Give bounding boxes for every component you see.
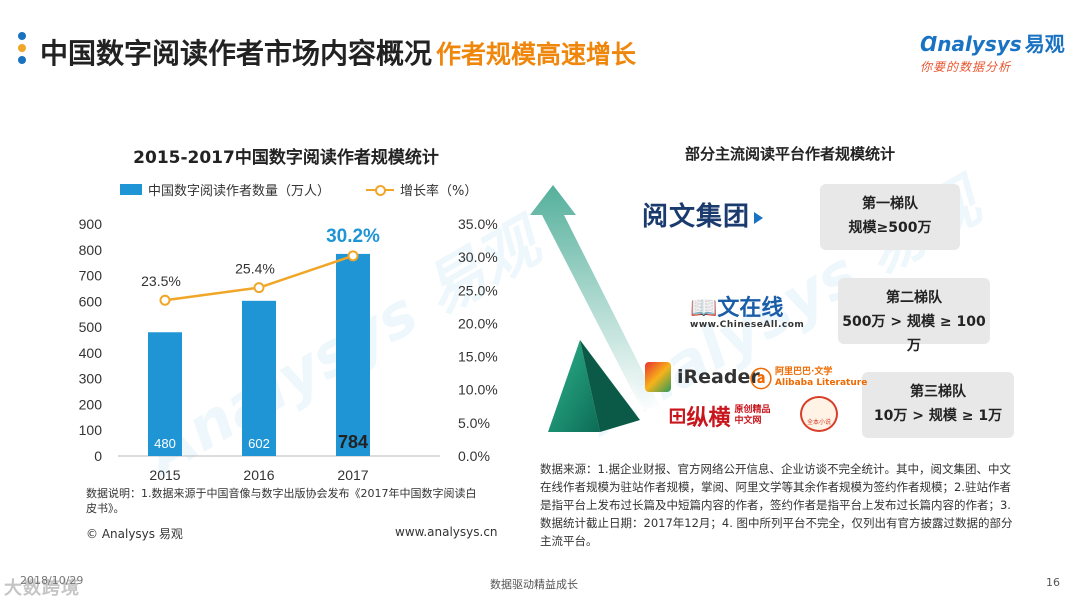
footer-date: 2018/10/29 xyxy=(20,574,84,587)
pyramid-graphic xyxy=(530,185,662,432)
data-source-note: 数据来源：1.据企业财报、官方网络公开信息、企业访谈不完全统计。其中，阅文集团、… xyxy=(540,462,1013,548)
chart-legend: 中国数字阅读作者数量（万人） 增长率（%） xyxy=(120,180,477,199)
growth-point xyxy=(253,282,265,294)
chart-title: 2015-2017中国数字阅读作者规模统计 xyxy=(133,148,439,168)
zongheng-sub1: 原创精品 xyxy=(734,405,771,415)
copyright: © Analysys 易观 xyxy=(86,527,183,541)
x-tick-label: 2016 xyxy=(243,467,274,483)
ireader-logo: iReader xyxy=(645,362,760,392)
flag-icon xyxy=(754,211,764,224)
app-badge-icon: 全本小说 xyxy=(800,396,838,432)
x-tick-label: 2017 xyxy=(337,467,368,483)
tier-1-card: 第一梯队 规模≥500万 xyxy=(820,184,960,250)
y2-tick-label: 30.0% xyxy=(458,249,498,265)
growth-data-label: 30.2% xyxy=(326,226,380,247)
bar-data-label: 480 xyxy=(154,436,176,451)
tier-name: 第二梯队 xyxy=(886,290,942,306)
y2-tick-label: 25.0% xyxy=(458,282,498,298)
title-bullet-dots xyxy=(18,32,28,68)
tier-scale: 500万 > 规模 ≥ 100万 xyxy=(842,314,986,354)
alibaba-icon: ⓐ xyxy=(750,368,773,393)
footer-slogan: 数据驱动精益成长 xyxy=(490,578,578,591)
chart-note: 数据说明：1.数据来源于中国音像与数字出版协会发布《2017年中国数字阅读白皮书… xyxy=(86,487,477,515)
yuewen-logo-text: 阅文集团 xyxy=(642,202,751,232)
brand-mark-icon: Ɑ xyxy=(920,32,938,56)
y-tick-label: 100 xyxy=(79,422,103,438)
y-tick-label: 500 xyxy=(79,319,103,335)
y2-tick-label: 5.0% xyxy=(458,415,490,431)
bullet-dot xyxy=(18,32,26,40)
tier-3-card: 第三梯队 10万 > 规模 ≥ 1万 xyxy=(862,372,1014,438)
legend-bar-label: 中国数字阅读作者数量（万人） xyxy=(148,184,331,199)
website-link[interactable]: www.analysys.cn xyxy=(395,525,498,539)
title-main: 中国数字阅读作者市场内容概况 xyxy=(40,37,433,70)
combo-chart: 0 100 200 300 400 500 600 700 800 900 0.0% 5.0% 10.0… xyxy=(79,216,498,483)
y-tick-label: 700 xyxy=(79,268,103,284)
brand-name: nalysys xyxy=(937,32,1022,56)
tier-scale: 规模≥500万 xyxy=(848,220,932,236)
legend-line-label: 增长率（%） xyxy=(400,184,478,199)
ireader-app-icon xyxy=(645,362,671,392)
yuewen-logo: 阅文集团 xyxy=(642,196,764,233)
zongheng-logo: ⊞ 纵横 原创精品 中文网 xyxy=(668,400,770,432)
legend-line-swatch xyxy=(366,184,395,196)
y2-tick-label: 10.0% xyxy=(458,382,498,398)
page-number: 16 xyxy=(1046,576,1060,589)
zongheng-sub2: 中文网 xyxy=(734,416,762,426)
growth-arrow-icon xyxy=(530,185,662,410)
brand-name-cn: 易观 xyxy=(1024,32,1065,56)
growth-point xyxy=(159,294,171,306)
chineseall-logo: 📖文在线 www.ChineseAll.com xyxy=(690,290,804,330)
bar xyxy=(148,332,182,456)
tier-name: 第一梯队 xyxy=(862,196,918,212)
y-tick-label: 0 xyxy=(94,448,102,464)
bar xyxy=(242,300,276,456)
growth-data-label: 23.5% xyxy=(141,273,181,289)
alibaba-logo-en: Alibaba Literature xyxy=(775,378,868,388)
tier-scale: 10万 > 规模 ≥ 1万 xyxy=(873,408,1003,424)
y-tick-label: 200 xyxy=(79,396,103,412)
y2-tick-label: 15.0% xyxy=(458,349,498,365)
alibaba-logo-text: 阿里巴巴·文学 xyxy=(775,367,833,377)
x-tick-label: 2015 xyxy=(149,467,180,483)
y2-tick-label: 35.0% xyxy=(458,216,498,232)
pyramid-icon xyxy=(548,340,600,432)
bar-data-label: 602 xyxy=(248,436,270,451)
alibaba-literature-logo: ⓐ 阿里巴巴·文学 Alibaba Literature xyxy=(750,362,867,394)
book-icon: 📖 xyxy=(690,296,718,321)
growth-point xyxy=(347,250,359,262)
chineseall-url: www.ChineseAll.com xyxy=(690,320,805,330)
brand-slogan: 你要的数据分析 xyxy=(920,60,1012,74)
bar-data-label: 784 xyxy=(338,432,368,452)
y-tick-label: 300 xyxy=(79,371,103,387)
title-highlight: 作者规模高速增长 xyxy=(436,40,637,69)
tier-2-card: 第二梯队 500万 > 规模 ≥ 100万 xyxy=(838,278,990,354)
zongheng-logo-text: 纵横 xyxy=(686,406,731,431)
bullet-dot xyxy=(18,44,26,52)
legend-bar-swatch xyxy=(120,184,142,195)
tier-name: 第三梯队 xyxy=(910,384,966,400)
chineseall-logo-text: 文在线 xyxy=(717,296,784,321)
y-tick-label: 800 xyxy=(79,242,103,258)
pyramid-icon xyxy=(580,340,640,432)
right-panel-title: 部分主流阅读平台作者规模统计 xyxy=(684,145,895,163)
ireader-logo-text: iReader xyxy=(677,366,760,388)
y-tick-label: 900 xyxy=(79,216,103,232)
y-tick-label: 400 xyxy=(79,345,103,361)
growth-data-label: 25.4% xyxy=(235,261,275,277)
slide-title: 中国数字阅读作者市场内容概况 作者规模高速增长 xyxy=(40,32,636,72)
bar xyxy=(336,253,370,456)
bullet-dot xyxy=(18,56,26,64)
watermark-stamp: 大数跨境 xyxy=(4,578,80,599)
badge-text: 全本小说 xyxy=(806,419,831,426)
brand-logo: Ɑnalysys 易观 你要的数据分析 xyxy=(920,28,1070,75)
zongheng-icon: ⊞ xyxy=(668,403,687,429)
y-tick-label: 600 xyxy=(79,293,103,309)
y2-tick-label: 0.0% xyxy=(458,448,490,464)
y2-tick-label: 20.0% xyxy=(458,315,498,331)
